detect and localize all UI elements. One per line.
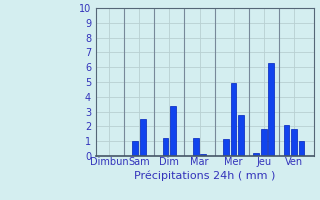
Bar	[284, 125, 289, 156]
Bar	[299, 141, 304, 156]
Bar	[291, 129, 297, 156]
Bar	[238, 115, 244, 156]
Bar	[132, 141, 138, 156]
Bar	[261, 129, 267, 156]
Bar	[170, 106, 176, 156]
Bar	[193, 138, 199, 156]
Bar	[268, 63, 274, 156]
Bar	[163, 138, 168, 156]
Bar	[140, 119, 146, 156]
Bar	[223, 139, 229, 156]
Bar	[200, 154, 206, 156]
Bar	[253, 153, 259, 156]
X-axis label: Précipitations 24h ( mm ): Précipitations 24h ( mm )	[134, 170, 276, 181]
Bar	[231, 83, 236, 156]
